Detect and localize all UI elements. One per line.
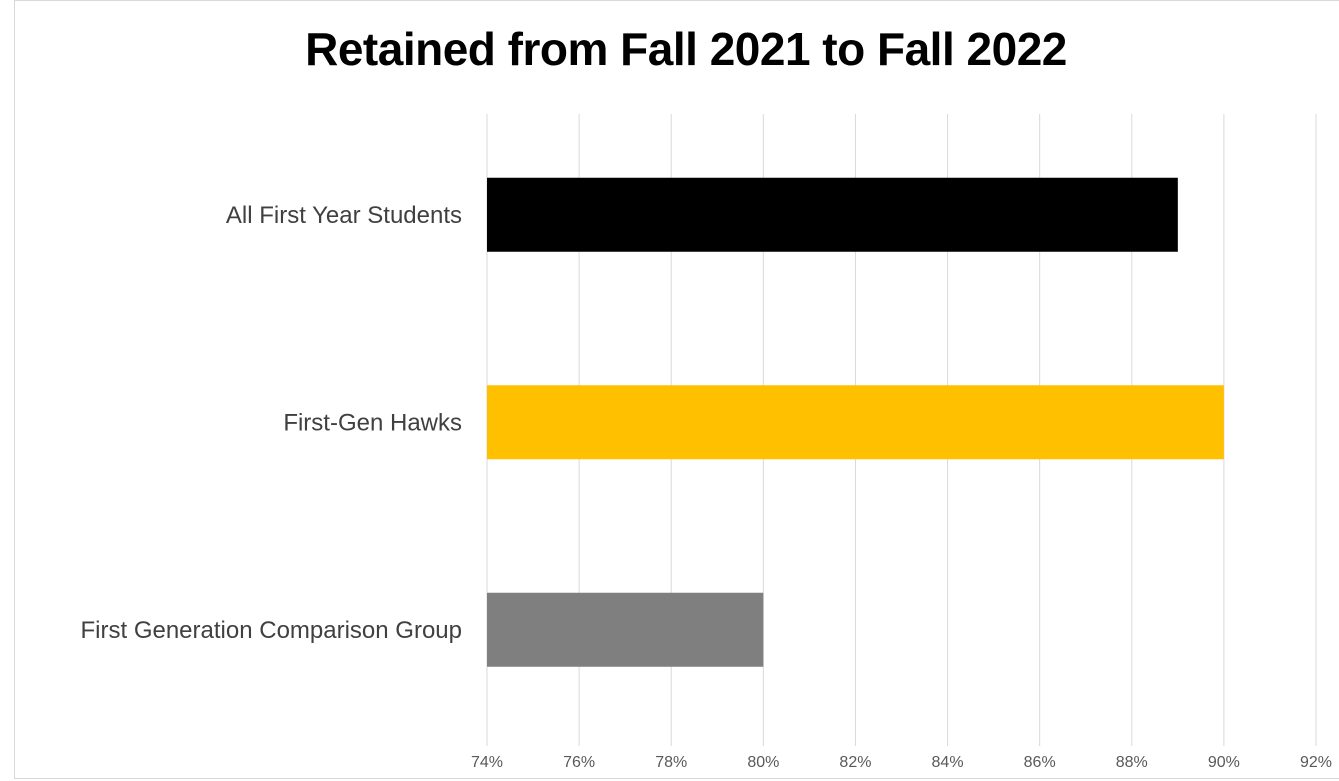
- category-labels: All First Year Students First-Gen Hawks Fi…: [81, 202, 463, 644]
- x-tick-label: 76%: [563, 754, 595, 771]
- x-tick-label: 78%: [655, 754, 687, 771]
- x-tick-label: 84%: [932, 754, 964, 771]
- bars: [487, 177, 1224, 667]
- x-tick-label: 88%: [1116, 754, 1148, 771]
- category-label: First Generation Comparison Group: [81, 617, 463, 644]
- x-tick-labels: 74% 76% 78% 80% 82% 84% 86% 88% 90% 92%: [471, 754, 1332, 771]
- bar: [487, 177, 1178, 252]
- category-label: First-Gen Hawks: [283, 409, 462, 436]
- x-tick-label: 80%: [747, 754, 779, 771]
- x-tick-label: 90%: [1208, 754, 1240, 771]
- x-tick-label: 74%: [471, 754, 503, 771]
- x-tick-label: 82%: [839, 754, 871, 771]
- x-tick-label: 86%: [1024, 754, 1056, 771]
- bar: [487, 385, 1224, 460]
- chart-title: Retained from Fall 2021 to Fall 2022: [305, 23, 1067, 75]
- x-tick-label: 92%: [1300, 754, 1332, 771]
- category-label: All First Year Students: [226, 202, 462, 229]
- bar: [487, 592, 764, 667]
